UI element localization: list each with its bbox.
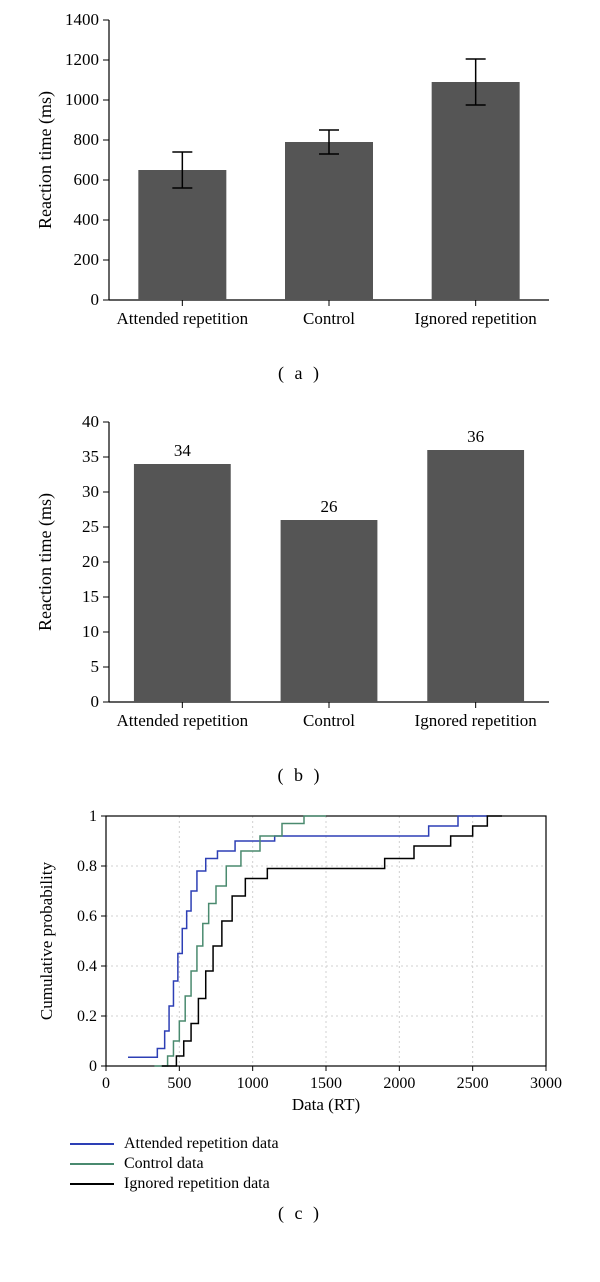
svg-text:Attended repetition: Attended repetition xyxy=(116,711,248,730)
legend-label: Control data xyxy=(124,1155,204,1173)
svg-text:1400: 1400 xyxy=(65,10,99,29)
svg-text:Ignored repetition: Ignored repetition xyxy=(415,309,538,328)
svg-text:0: 0 xyxy=(91,290,100,309)
svg-text:400: 400 xyxy=(74,210,100,229)
figure-container: 0200400600800100012001400Reaction time (… xyxy=(0,0,600,1242)
svg-text:0.2: 0.2 xyxy=(77,1008,97,1025)
panel-b-label: ( b ) xyxy=(278,765,323,786)
svg-text:Data (RT): Data (RT) xyxy=(292,1095,360,1114)
svg-text:10: 10 xyxy=(82,622,99,641)
legend-item: Attended repetition data xyxy=(70,1135,279,1153)
svg-text:600: 600 xyxy=(74,170,100,189)
svg-text:35: 35 xyxy=(82,447,99,466)
svg-text:Ignored repetition: Ignored repetition xyxy=(415,711,538,730)
legend-swatch xyxy=(70,1163,114,1165)
svg-text:0.4: 0.4 xyxy=(77,958,97,975)
svg-text:1000: 1000 xyxy=(65,90,99,109)
svg-text:3000: 3000 xyxy=(530,1075,562,1092)
panel-b: 0 5 10 15 20 25 30 35 40 Reaction time (ms) 34 Atte… xyxy=(31,402,569,757)
panel-c-label: ( c ) xyxy=(278,1203,322,1224)
svg-text:1200: 1200 xyxy=(65,50,99,69)
svg-text:30: 30 xyxy=(82,482,99,501)
svg-text:Control: Control xyxy=(303,309,355,328)
legend: Attended repetition data Control data Igno… xyxy=(70,1133,279,1195)
svg-text:0: 0 xyxy=(91,692,100,711)
legend-label: Attended repetition data xyxy=(124,1135,279,1153)
svg-text:2500: 2500 xyxy=(457,1075,489,1092)
svg-text:1: 1 xyxy=(89,808,97,825)
svg-text:34: 34 xyxy=(174,441,192,460)
svg-text:Reaction time (ms): Reaction time (ms) xyxy=(35,91,56,229)
svg-text:500: 500 xyxy=(167,1075,191,1092)
svg-text:200: 200 xyxy=(74,250,100,269)
legend-swatch xyxy=(70,1183,114,1185)
panel-c: 0 0.2 0.4 0.6 0.8 1 0 500 1000 1500 2000 2500 3000 Cu… xyxy=(34,804,566,1127)
svg-text:Reaction time (ms): Reaction time (ms) xyxy=(35,493,56,631)
svg-text:36: 36 xyxy=(467,427,484,446)
panel-a-label: ( a ) xyxy=(278,363,322,384)
panel-a: 0 200 400 600 800 1000 1200 1400 Reaction time (… xyxy=(31,0,569,355)
svg-text:5: 5 xyxy=(91,657,100,676)
bar-chart-a: 0 200 400 600 800 1000 1200 1400 Reaction time (… xyxy=(31,0,569,350)
svg-text:Attended repetition: Attended repetition xyxy=(116,309,248,328)
svg-text:26: 26 xyxy=(321,497,338,516)
svg-text:Control: Control xyxy=(303,711,355,730)
legend-swatch xyxy=(70,1143,114,1145)
svg-text:0.6: 0.6 xyxy=(77,908,97,925)
svg-text:0: 0 xyxy=(89,1058,97,1075)
svg-text:1500: 1500 xyxy=(310,1075,342,1092)
svg-text:25: 25 xyxy=(82,517,99,536)
svg-text:0: 0 xyxy=(102,1075,110,1092)
cdf-chart-c: 0 0.2 0.4 0.6 0.8 1 0 500 1000 1500 2000 2500 3000 Cu… xyxy=(34,804,566,1122)
svg-text:1000: 1000 xyxy=(237,1075,269,1092)
legend-label: Ignored repetition data xyxy=(124,1175,270,1193)
bar-chart-b: 0 5 10 15 20 25 30 35 40 Reaction time (ms) 34 Atte… xyxy=(31,402,569,752)
legend-item: Control data xyxy=(70,1155,279,1173)
legend-item: Ignored repetition data xyxy=(70,1175,279,1193)
svg-text:800: 800 xyxy=(74,130,100,149)
svg-text:2000: 2000 xyxy=(383,1075,415,1092)
svg-text:Cumulative probability: Cumulative probability xyxy=(37,861,56,1020)
svg-text:0.8: 0.8 xyxy=(77,858,97,875)
svg-text:15: 15 xyxy=(82,587,99,606)
svg-text:20: 20 xyxy=(82,552,99,571)
svg-text:40: 40 xyxy=(82,412,99,431)
